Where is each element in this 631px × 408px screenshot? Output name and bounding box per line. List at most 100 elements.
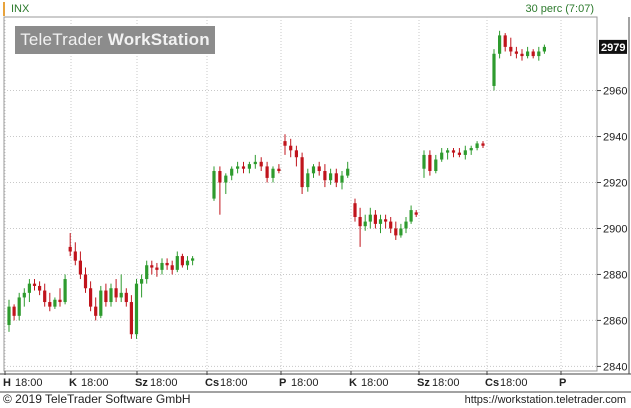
x-tick-day: Cs [205,377,219,389]
x-tick-time: 18:00 [81,377,109,389]
candle-body [175,256,179,270]
x-tick-day: P [559,377,566,389]
candle-body [317,166,321,172]
candle-body [306,173,310,188]
candle-body [346,168,350,176]
logo-text-2: WorkStation [107,30,210,49]
candle-body [422,154,426,169]
candle-body [271,168,275,178]
candle-body [99,290,103,316]
footer-url-link[interactable]: https://workstation.teletrader.com [464,394,626,406]
symbol-label[interactable]: INX [11,3,30,15]
candle-body [124,292,128,303]
candle-body [73,251,77,261]
last-price-box [599,39,627,54]
candle-body [48,302,52,307]
x-tick-time: 18:00 [361,377,389,389]
candle-body [514,51,518,54]
y-tick-label: 2920 [603,178,627,190]
candle-body [463,150,467,155]
candle-body [58,299,62,303]
candle-body [114,288,118,298]
candle-body [481,143,485,146]
candle-body [363,221,367,227]
candle-body [68,246,72,252]
candle-body [17,297,21,316]
candle-body [368,214,372,222]
y-tick-label: 2860 [603,315,627,327]
candle-body [94,306,98,316]
candle-body [457,152,461,155]
y-tick-label: 2900 [603,223,627,235]
candle-body [434,159,438,172]
x-tick-time: 18:00 [150,377,178,389]
last-price-label: 2979 [601,42,625,54]
candle-body [170,265,174,270]
candle-body [63,279,67,303]
candle-body [404,221,408,229]
candle-body [389,221,393,229]
candle-body [22,292,26,298]
y-tick-label: 2840 [603,361,627,373]
candle-body [340,175,344,183]
candle-body [334,173,338,183]
copyright-text: © 2019 TeleTrader Software GmbH [3,392,191,406]
candle-body [140,279,144,284]
candle-body [294,150,298,158]
candle-body [89,288,93,307]
candle-body [212,171,216,199]
candle-body [38,285,42,291]
candle-body [323,171,327,181]
symbol-indicator [3,2,5,16]
candle-body [440,152,444,160]
x-tick-day: Sz [135,377,148,389]
x-tick-day: Sz [417,377,430,389]
logo-text-1: TeleTrader [20,30,103,49]
interval-label[interactable]: 30 perc (7:07) [525,3,594,15]
candle-body [104,290,108,303]
x-tick-day: Cs [485,377,499,389]
candle-body [253,161,257,165]
candle-body [283,141,287,146]
candle-body [236,166,240,169]
plot-frame [3,16,598,372]
candle-body [134,283,139,335]
candle-body [53,299,57,307]
candle-body [224,175,228,183]
candle-body [247,164,251,169]
candle-body [531,51,535,57]
candle-body [160,262,164,270]
candle-body [277,168,281,172]
candle-body [509,46,513,52]
candle-body [119,292,123,298]
teletrader-logo: TeleTrader WorkStation [15,26,215,54]
candle-body [378,219,383,224]
candle-body [241,166,246,169]
candle-body [218,171,222,183]
candle-body [27,283,31,293]
candle-body [12,306,16,316]
candle-body [498,35,502,54]
candle-body [399,228,403,236]
candle-body [373,214,377,224]
candle-body [384,219,388,222]
x-tick-day: K [349,377,357,389]
x-tick-time: 18:00 [432,377,460,389]
y-tick-label: 2960 [603,86,627,98]
candle-body [451,150,456,153]
candle-body [289,145,293,151]
candle-body [358,216,362,227]
candle-body [394,228,398,236]
candle-body [537,51,541,57]
candle-body [7,306,11,326]
candle-body [446,150,450,153]
candle-body [311,166,316,174]
x-tick-time: 18:00 [291,377,319,389]
candle-body [414,212,418,215]
x-tick-time: 18:00 [220,377,248,389]
candle-body [265,166,269,178]
x-tick-day: H [3,377,11,389]
x-tick-day: P [279,377,286,389]
candle-body [542,46,546,52]
